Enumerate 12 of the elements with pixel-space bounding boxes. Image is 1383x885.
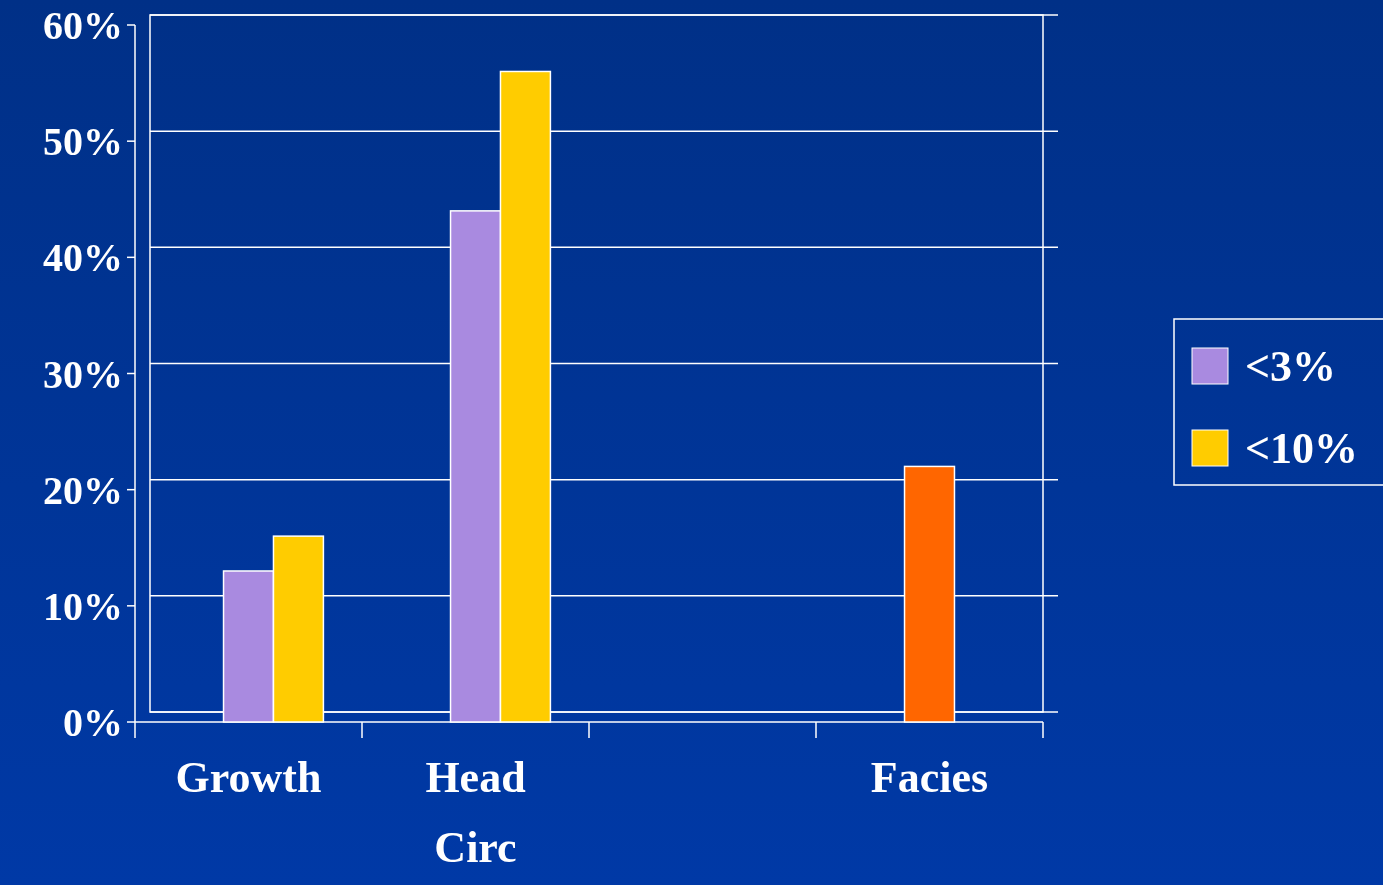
y-tick-label: 0%: [63, 700, 123, 745]
x-tick-label: Growth: [175, 753, 322, 802]
x-tick-label: Facies: [870, 753, 989, 802]
y-tick-label: 20%: [43, 467, 123, 513]
y-tick-label: 30%: [43, 351, 123, 397]
y-tick-label: 40%: [43, 235, 123, 281]
y-tick-label: 50%: [43, 119, 123, 165]
legend-label: <10%: [1245, 424, 1359, 474]
y-tick-label: 10%: [43, 583, 123, 629]
x-tick-label: Head Circ: [425, 753, 526, 872]
legend-label: <3%: [1245, 342, 1337, 392]
y-tick-label: 60%: [43, 3, 123, 48]
